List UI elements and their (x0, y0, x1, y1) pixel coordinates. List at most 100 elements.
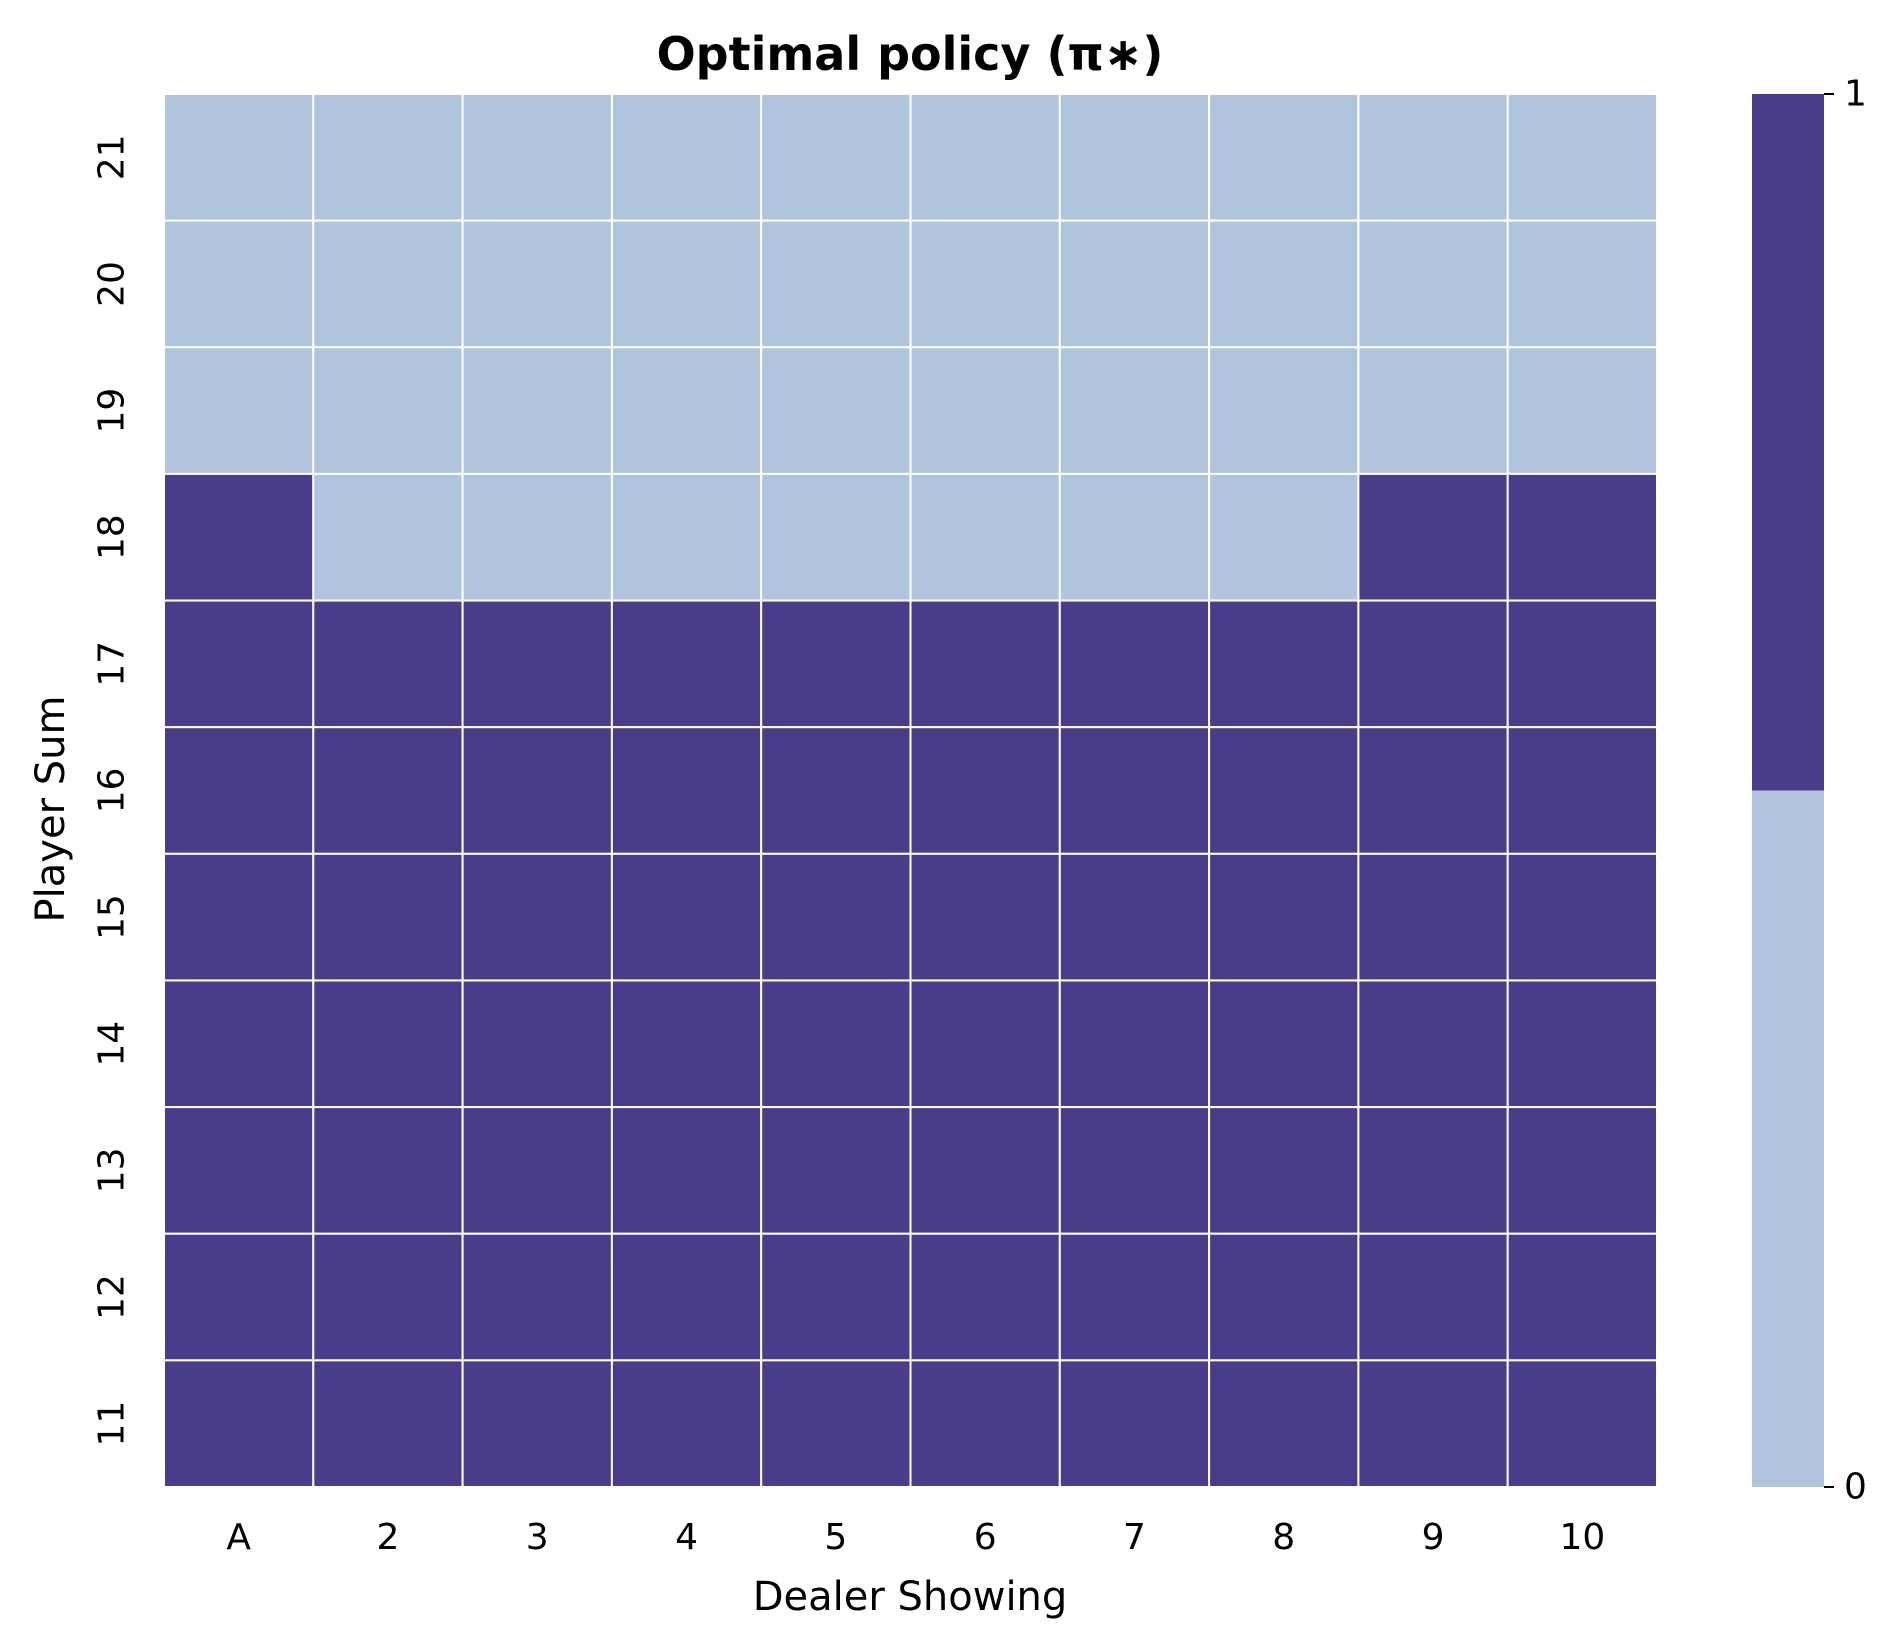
heatmap-cell (1058, 93, 1211, 222)
heatmap-cell (1506, 93, 1658, 222)
heatmap-cell (163, 1232, 315, 1362)
heatmap-cell (461, 979, 613, 1109)
heatmap-cell (1058, 599, 1211, 729)
heatmap-cell (1208, 219, 1360, 349)
heatmap-cell (312, 979, 464, 1109)
heatmap-cell (312, 219, 464, 349)
x-tick-labels: A 2 3 4 5 6 7 8 9 10 (226, 1517, 1605, 1558)
heatmap-cell (1506, 472, 1658, 602)
heatmap-cell (1506, 979, 1658, 1109)
heatmap-cell (1506, 1232, 1658, 1362)
heatmap-cell (1357, 726, 1509, 855)
y-tick-label: 20 (92, 261, 133, 307)
heatmap-cell (760, 599, 912, 729)
heatmap-cell (1357, 852, 1509, 982)
colorbar-tick-label: 0 (1844, 1467, 1867, 1508)
heatmap-cell (610, 979, 763, 1109)
heatmap-cell (163, 1106, 315, 1235)
heatmap-cell (1208, 852, 1360, 982)
heatmap-cell (461, 1232, 613, 1362)
heatmap-cell (1506, 726, 1658, 855)
y-axis-label: Player Sum (28, 696, 74, 923)
y-tick-label: 17 (92, 641, 133, 687)
heatmap-cell (1357, 1232, 1509, 1362)
heatmap-cell (760, 346, 912, 475)
heatmap-cell (1208, 1106, 1360, 1235)
heatmap-cell (1357, 346, 1509, 475)
heatmap-cell (1506, 599, 1658, 729)
heatmap-cell (461, 472, 613, 602)
heatmap-cell (163, 979, 315, 1109)
heatmap-cell (1506, 346, 1658, 475)
heatmap-cell (312, 1106, 464, 1235)
heatmap-cell (1208, 346, 1360, 475)
y-tick-label: 19 (92, 388, 133, 434)
y-tick-label: 16 (92, 768, 133, 814)
y-tick-label: 21 (92, 134, 133, 180)
heatmap-cell (760, 472, 912, 602)
heatmap-cell (1058, 1232, 1211, 1362)
heatmap-cell (760, 979, 912, 1109)
heatmap-cell (312, 852, 464, 982)
heatmap-cell (1058, 852, 1211, 982)
heatmap-cell (312, 93, 464, 222)
heatmap-cell (1357, 1359, 1509, 1489)
heatmap-cell (909, 979, 1061, 1109)
heatmap-cell (1506, 1106, 1658, 1235)
heatmap-cell (163, 852, 315, 982)
heatmap-cell (610, 472, 763, 602)
colorbar-segment-0 (1752, 790, 1824, 1487)
heatmap-cell (909, 346, 1061, 475)
heatmap-cell (610, 93, 763, 222)
heatmap-cell (1506, 852, 1658, 982)
heatmap-cell (163, 346, 315, 475)
heatmap-cell (312, 1359, 464, 1489)
heatmap-cell (760, 1359, 912, 1489)
heatmap-cell (461, 93, 613, 222)
heatmap-cell (1208, 726, 1360, 855)
heatmap-cell (909, 219, 1061, 349)
heatmap-cell (312, 1232, 464, 1362)
x-tick-label: A (226, 1517, 251, 1558)
heatmap-cell (461, 1106, 613, 1235)
heatmap-cell (1357, 93, 1509, 222)
heatmap-cell (610, 1359, 763, 1489)
heatmap-cell (461, 219, 613, 349)
heatmap-cell (909, 1359, 1061, 1489)
x-tick-label: 6 (974, 1517, 997, 1558)
heatmap-cell (909, 852, 1061, 982)
heatmap-cell (760, 219, 912, 349)
heatmap-cell (1357, 219, 1509, 349)
heatmap-cell (1058, 472, 1211, 602)
heatmap-cell (163, 1359, 315, 1489)
heatmap-cell (760, 1106, 912, 1235)
y-tick-label: 13 (92, 1148, 133, 1194)
heatmap-cell (461, 726, 613, 855)
heatmap-cell (312, 726, 464, 855)
heatmap-cell (1208, 599, 1360, 729)
heatmap-cell (163, 219, 315, 349)
heatmap-cell (1058, 726, 1211, 855)
heatmap-cell (461, 852, 613, 982)
heatmap-cell (1357, 472, 1509, 602)
heatmap-cell (312, 472, 464, 602)
y-tick-label: 14 (92, 1021, 133, 1067)
y-tick-label: 11 (92, 1401, 133, 1447)
x-tick-label: 9 (1422, 1517, 1445, 1558)
colorbar-segment-1 (1752, 94, 1824, 791)
heatmap-cell (610, 852, 763, 982)
heatmap-cell (1357, 599, 1509, 729)
heatmap-cell (610, 726, 763, 855)
heatmap-cells (163, 93, 1658, 1489)
heatmap-cell (610, 599, 763, 729)
heatmap-cell (760, 726, 912, 855)
heatmap-cell (461, 346, 613, 475)
heatmap-cell (1357, 979, 1509, 1109)
heatmap-cell (312, 599, 464, 729)
heatmap-cell (909, 726, 1061, 855)
heatmap-cell (312, 346, 464, 475)
x-axis-label: Dealer Showing (753, 1574, 1068, 1620)
heatmap-cell (1058, 979, 1211, 1109)
heatmap-cell (1208, 93, 1360, 222)
heatmap-cell (163, 472, 315, 602)
